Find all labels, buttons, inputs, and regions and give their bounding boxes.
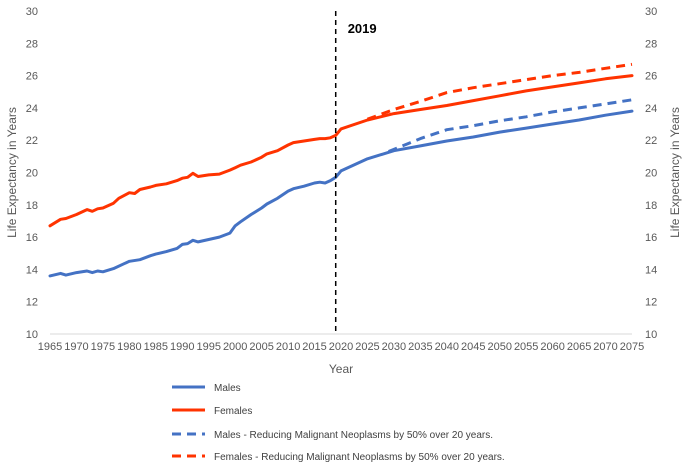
- legend-entry-females-projection: Females - Reducing Malignant Neoplasms b…: [172, 452, 505, 463]
- series-line-males-projection: [388, 98, 633, 153]
- y-tick-label-right: 14: [645, 264, 657, 276]
- x-tick-label: 2015: [302, 341, 326, 353]
- legend-label: Females: [214, 406, 252, 417]
- x-tick-label: 1975: [91, 341, 115, 353]
- legend: Males Females Males - Reducing Malignant N…: [172, 383, 505, 463]
- legend-entry-females: Females: [172, 406, 252, 417]
- y-tick-label-left: 14: [26, 264, 38, 276]
- x-tick-label: 2000: [223, 341, 247, 353]
- legend-entry-males-projection: Males - Reducing Malignant Neoplasms by …: [172, 430, 493, 441]
- series-line-females-projection: [366, 62, 633, 121]
- series-line-females: [48, 74, 634, 228]
- y-axis-title-right: Life Expectancy in Years: [668, 107, 682, 238]
- series-layer: [48, 62, 634, 278]
- x-tick-label: 2050: [487, 341, 511, 353]
- legend-label: Females - Reducing Malignant Neoplasms b…: [214, 452, 505, 463]
- y-tick-label-right: 12: [645, 297, 657, 309]
- x-tick-label: 2035: [408, 341, 432, 353]
- y-tick-label-left: 24: [26, 103, 38, 115]
- y-tick-label-right: 18: [645, 200, 657, 212]
- y-axis-right-ticks: 10 12 14 16 18 20 22 24 26 28 30: [645, 6, 657, 341]
- y-tick-label-left: 20: [26, 168, 38, 180]
- x-tick-label: 1980: [117, 341, 141, 353]
- x-tick-label: 2040: [435, 341, 459, 353]
- x-tick-label: 1985: [144, 341, 168, 353]
- x-tick-label: 1965: [38, 341, 62, 353]
- x-tick-label: 2070: [593, 341, 617, 353]
- x-tick-label: 1970: [64, 341, 88, 353]
- x-tick-label: 2060: [540, 341, 564, 353]
- x-tick-label: 2055: [514, 341, 538, 353]
- x-tick-label: 2005: [249, 341, 273, 353]
- x-tick-label: 2045: [461, 341, 485, 353]
- x-tick-label: 2025: [355, 341, 379, 353]
- legend-label: Males - Reducing Malignant Neoplasms by …: [214, 430, 493, 441]
- y-tick-label-left: 10: [26, 329, 38, 341]
- y-tick-label-left: 28: [26, 38, 38, 50]
- y-axis-title-left: Life Expectancy in Years: [5, 107, 19, 238]
- x-tick-label: 1990: [170, 341, 194, 353]
- y-tick-label-right: 22: [645, 135, 657, 147]
- y-tick-label-right: 20: [645, 168, 657, 180]
- x-tick-label: 2030: [382, 341, 406, 353]
- annotation-2019-label: 2019: [348, 21, 377, 36]
- y-tick-label-left: 16: [26, 232, 38, 244]
- legend-label: Males: [214, 383, 241, 394]
- x-tick-label: 2010: [276, 341, 300, 353]
- y-tick-label-left: 26: [26, 71, 38, 83]
- x-tick-label: 1995: [196, 341, 220, 353]
- y-tick-label-right: 30: [645, 6, 657, 18]
- y-tick-label-left: 18: [26, 200, 38, 212]
- x-axis-title: Year: [329, 362, 353, 376]
- x-tick-label: 2020: [329, 341, 353, 353]
- x-axis-ticks: 1965 1970 1975 1980 1985 1990 1995 2000 2005 2010…: [38, 341, 644, 353]
- y-tick-label-right: 10: [645, 329, 657, 341]
- y-tick-label-right: 24: [645, 103, 657, 115]
- y-tick-label-left: 22: [26, 135, 38, 147]
- legend-entry-males: Males: [172, 383, 241, 394]
- y-axis-left-ticks: 10 12 14 16 18 20 22 24 26 28 30: [26, 6, 38, 341]
- y-tick-label-right: 16: [645, 232, 657, 244]
- y-tick-label-left: 12: [26, 297, 38, 309]
- x-tick-label: 2065: [567, 341, 591, 353]
- x-tick-label: 2075: [620, 341, 644, 353]
- series-line-males: [48, 109, 634, 278]
- y-tick-label-right: 26: [645, 71, 657, 83]
- y-tick-label-right: 28: [645, 38, 657, 50]
- y-tick-label-left: 30: [26, 6, 38, 18]
